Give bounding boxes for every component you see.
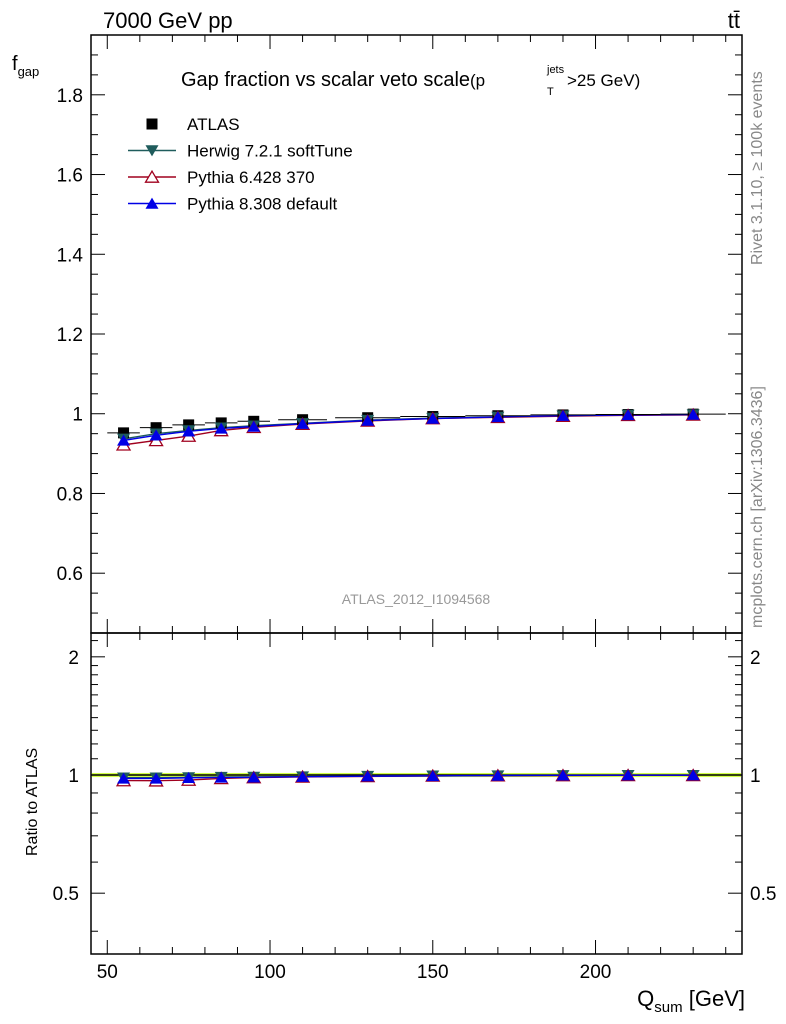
ratio-y-tick-label-right: 1 <box>750 766 761 787</box>
main-series-markers <box>107 407 726 451</box>
data-point <box>556 409 570 421</box>
legend-label: Pythia 6.428 370 <box>187 168 315 187</box>
data-point <box>361 414 375 426</box>
data-point <box>621 409 635 421</box>
legend-marker <box>144 169 160 183</box>
main-series-lines <box>123 413 694 446</box>
data-point <box>214 422 228 434</box>
ratio-point <box>491 769 505 781</box>
chart-title: Gap fraction vs scalar veto scale(p <box>181 69 485 91</box>
ylabel-sub: gap <box>18 64 40 79</box>
x-axis-label: Qsum [GeV] <box>637 986 745 1016</box>
main-y-tick-label: 0.6 <box>57 564 83 585</box>
legend-marker <box>145 145 159 157</box>
main-axis-ticks: 0.6 0.8 1 1.2 1.4 1.6 1.8 <box>57 35 742 633</box>
main-y-tick-label: 1.6 <box>57 166 83 187</box>
ratio-series-markers <box>115 768 701 787</box>
title-sub-t: T <box>547 86 554 98</box>
main-panel: 0.6 0.8 1 1.2 1.4 1.6 1.8 Gap fraction vs scal… <box>12 34 743 634</box>
title-cut: >25 GeV) <box>567 71 640 90</box>
process-label: tt̄ <box>728 8 740 33</box>
ratio-point <box>296 770 310 782</box>
data-point <box>149 429 163 441</box>
ratio-point <box>686 769 700 781</box>
data-point <box>426 412 440 424</box>
ratio-point <box>426 770 440 782</box>
ratio-point <box>361 770 375 782</box>
legend-marker <box>145 197 159 209</box>
legend-label: Herwig 7.2.1 softTune <box>187 142 353 161</box>
ratio-point <box>214 771 228 783</box>
legend-label: ATLAS <box>187 115 240 134</box>
xlabel-main: Q <box>637 986 654 1011</box>
main-y-tick-label: 1.2 <box>57 325 83 346</box>
ratio-series-lines <box>123 774 694 782</box>
main-y-tick-label: 1.8 <box>57 86 83 107</box>
ylabel-main: f <box>12 53 18 75</box>
x-tick-label: 50 <box>97 962 118 983</box>
main-y-tick-label: 1 <box>72 405 83 426</box>
data-point <box>491 411 505 423</box>
ratio-point <box>117 772 131 784</box>
mcplots-label: mcplots.cern.ch [arXiv:1306.3436] <box>749 386 766 628</box>
ratio-panel: 0.5 0.5 1 1 2 2 50 100 150 200 Ratio to ATLAS <box>24 632 776 983</box>
ratio-point <box>247 771 261 783</box>
x-tick-label: 150 <box>417 962 449 983</box>
legend-marker <box>146 118 158 130</box>
data-point <box>686 408 700 420</box>
ratio-point <box>556 769 570 781</box>
ratio-point <box>621 769 635 781</box>
ratio-axis-ticks: 0.5 0.5 1 1 2 2 50 100 150 200 <box>53 633 776 983</box>
ratio-point <box>149 772 163 784</box>
ratio-y-tick-label: 2 <box>68 648 79 669</box>
title-sup-jets: jets <box>546 64 565 76</box>
ratio-y-tick-label: 1 <box>68 766 79 787</box>
ratio-line-2 <box>123 774 694 780</box>
legend: ATLAS Herwig 7.2.1 softTune Pythia 6.428 3… <box>128 115 353 214</box>
ratio-y-tick-label-right: 2 <box>750 648 761 669</box>
ratio-point <box>182 771 196 783</box>
ratio-y-label: Ratio to ATLAS <box>24 748 41 856</box>
ratio-y-tick-label: 0.5 <box>53 884 79 905</box>
ratio-frame <box>90 632 743 955</box>
data-point <box>117 434 131 446</box>
series-line-1 <box>123 413 694 440</box>
series-line-3 <box>123 413 694 442</box>
legend-label: Pythia 8.308 default <box>187 195 338 214</box>
main-y-tick-label: 1.4 <box>57 245 84 266</box>
analysis-watermark: ATLAS_2012_I1094568 <box>342 591 491 607</box>
title-p: (p <box>470 71 485 90</box>
rivet-label: Rivet 3.1.10, ≥ 100k events <box>749 71 766 265</box>
x-tick-label: 200 <box>580 962 612 983</box>
ratio-y-tick-label-right: 0.5 <box>750 884 776 905</box>
xlabel-sub: sum <box>654 999 682 1016</box>
data-point <box>296 417 310 429</box>
xlabel-unit: [GeV] <box>683 986 745 1011</box>
x-tick-label: 100 <box>254 962 286 983</box>
y-axis-label: fgap <box>12 53 39 79</box>
title-main: Gap fraction vs scalar veto scale <box>181 69 470 91</box>
main-y-tick-label: 0.8 <box>57 484 83 505</box>
data-point <box>247 420 261 432</box>
energy-label: 7000 GeV pp <box>103 8 233 33</box>
data-point <box>182 425 196 437</box>
